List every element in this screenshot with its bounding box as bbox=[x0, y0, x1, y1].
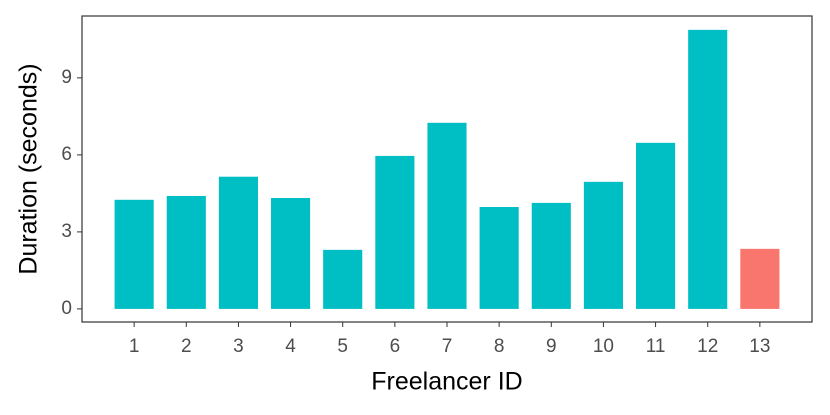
bar bbox=[427, 122, 467, 309]
x-tick-label: 3 bbox=[233, 336, 244, 357]
x-tick-label: 2 bbox=[181, 336, 192, 357]
y-tick-label: 9 bbox=[61, 67, 72, 88]
x-axis-title: Freelancer ID bbox=[371, 368, 522, 396]
x-tick-label: 13 bbox=[749, 336, 770, 357]
x-tick-label: 9 bbox=[546, 336, 557, 357]
x-tick-label: 10 bbox=[593, 336, 614, 357]
x-tick-label: 11 bbox=[646, 336, 666, 357]
bar bbox=[479, 206, 519, 309]
bar bbox=[166, 195, 206, 309]
bar bbox=[114, 199, 154, 309]
bar bbox=[740, 248, 780, 309]
x-tick-label: 5 bbox=[337, 336, 348, 357]
x-tick-label: 7 bbox=[442, 336, 453, 357]
x-tick-label: 12 bbox=[697, 336, 718, 357]
bar bbox=[375, 155, 415, 309]
x-tick-label: 1 bbox=[129, 336, 140, 357]
x-tick-label: 6 bbox=[390, 336, 401, 357]
plot-border bbox=[81, 15, 813, 323]
bar bbox=[531, 202, 571, 309]
bar bbox=[636, 142, 676, 309]
bar bbox=[688, 29, 728, 309]
y-tick-label: 0 bbox=[61, 298, 72, 319]
x-tick-label: 4 bbox=[285, 336, 296, 357]
bar bbox=[323, 249, 363, 309]
y-tick-label: 3 bbox=[61, 221, 72, 242]
y-axis-title: Duration (seconds) bbox=[15, 63, 43, 274]
y-tick-label: 6 bbox=[61, 144, 72, 165]
bar bbox=[583, 181, 623, 309]
x-tick-label: 8 bbox=[494, 336, 505, 357]
bar bbox=[271, 198, 311, 309]
bar bbox=[218, 176, 258, 309]
